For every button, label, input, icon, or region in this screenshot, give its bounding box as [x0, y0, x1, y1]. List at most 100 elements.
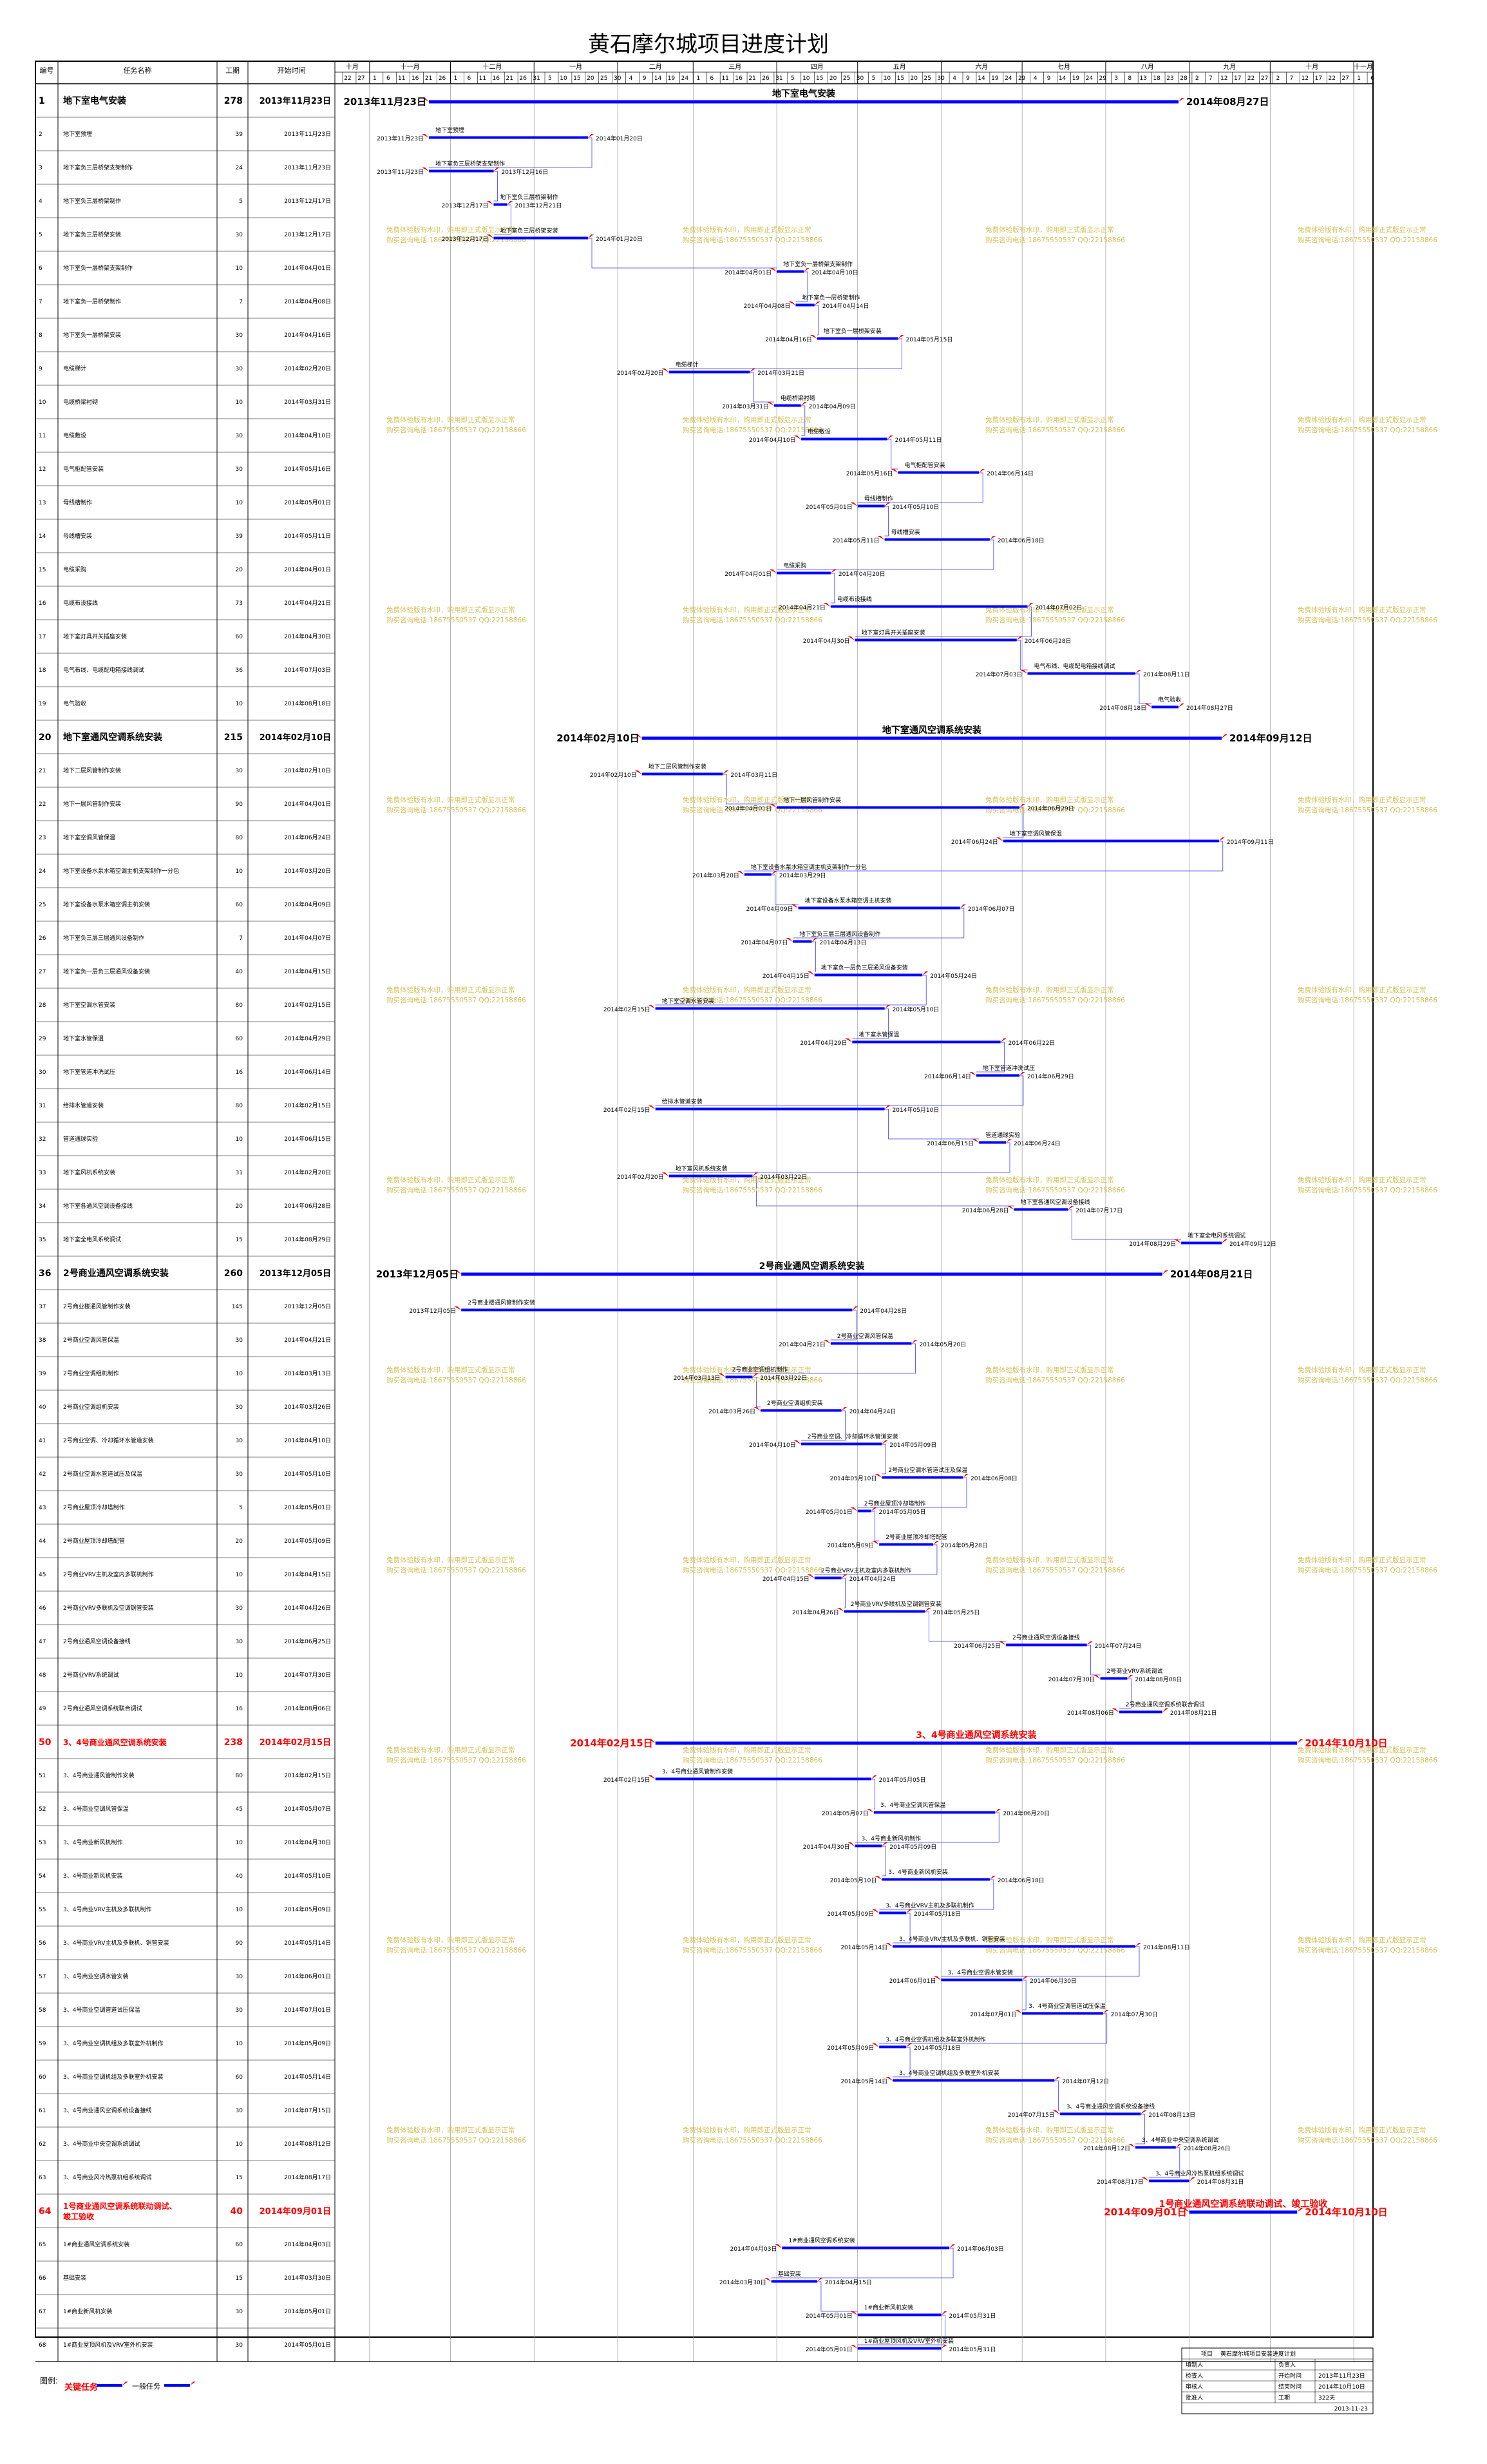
day-tick-label: 16: [412, 75, 419, 82]
start-marker: [648, 1105, 656, 1109]
day-tick-label: 27: [357, 75, 365, 82]
task-id: 31: [39, 1103, 46, 1109]
task-name: 电缆布设接线: [63, 599, 98, 607]
dependency-link: [884, 506, 889, 537]
bar-name: 3、4号商业新风机安装: [888, 1868, 947, 1876]
start-marker: [872, 1541, 880, 1545]
end-marker: [989, 1876, 996, 1880]
day-tick-label: 17: [1234, 75, 1241, 82]
bar-name: 地下室空调水管安装: [662, 997, 714, 1005]
task-start: 2014年04月10日: [284, 432, 331, 439]
bar-end-date: 2014年03月22日: [760, 1173, 807, 1181]
start-marker: [454, 1270, 462, 1274]
task-bar: [1027, 672, 1135, 675]
task-rows: 1 地下室电气安装 278 2013年11月23日 2013年11月23日 2014年08…: [39, 88, 1388, 2353]
bar-name: 3、4号商业VRV主机及多联机、铜管安装: [899, 1935, 1005, 1943]
bar-end-date: 2014年03月21日: [757, 369, 804, 377]
bar-end-date: 2014年08月31日: [1197, 2178, 1244, 2186]
task-bar: [882, 1476, 963, 1479]
end-marker: [752, 1172, 759, 1176]
task-name: 3、4号商业风冷热泵机组系统调试: [63, 2173, 151, 2181]
end-marker: [898, 335, 904, 339]
task-bar: [879, 1911, 907, 1915]
task-bar: [1100, 1677, 1128, 1680]
task-id: 64: [39, 2206, 52, 2217]
task-name: 1#商业通风空调系统安装: [63, 2240, 129, 2248]
task-id: 37: [39, 1304, 46, 1310]
task-start: 2014年04月15日: [284, 968, 331, 975]
end-marker: [884, 502, 891, 506]
legend-normal-label: 一般任务: [132, 2382, 160, 2391]
bar-start-date: 2014年03月31日: [722, 403, 769, 410]
bar-name: 地下室空调风管保温: [1010, 830, 1062, 837]
task-bar: [1003, 839, 1219, 843]
watermark-text: 购买咨询电话:18675550537 QQ:22158866: [1298, 236, 1437, 244]
bar-end-date: 2014年08月13日: [1148, 2111, 1195, 2119]
bar-end-date: 2014年05月11日: [895, 436, 942, 444]
task-start: 2014年04月16日: [284, 331, 331, 339]
task-duration: 10: [236, 2041, 243, 2047]
day-tick-label: 3: [1114, 75, 1118, 82]
task-id: 29: [39, 1036, 46, 1042]
dependency-link: [855, 606, 1032, 637]
start-marker: [718, 1373, 726, 1377]
watermark-text: 免费体验版有水印，购用即正式版显示正常: [985, 796, 1114, 804]
day-tick-label: 11: [721, 75, 728, 82]
bar-end-date: 2014年05月24日: [930, 972, 977, 980]
watermark-text: 免费体验版有水印，购用即正式版显示正常: [683, 606, 811, 614]
task-name: 母线槽制作: [63, 499, 92, 506]
task-bar: [760, 1409, 842, 1412]
end-marker: [811, 938, 818, 942]
info-key: 结束时间: [1278, 2383, 1302, 2391]
bar-name: 3、4号商业通风空调系统安装: [916, 1730, 1037, 1741]
bar-name: 3、4号商业风冷热泵机组系统调试: [1155, 2170, 1244, 2177]
task-start: 2014年06月14日: [284, 1068, 331, 1076]
bar-name: 地下室负三层三层通风设备制作: [799, 930, 880, 938]
bar-start-date: 2014年09月01日: [1104, 2206, 1187, 2218]
month-label: 十月: [346, 62, 359, 71]
task-start: 2014年05月01日: [284, 1504, 331, 1511]
day-tick-label: 7: [1290, 75, 1294, 82]
task-start: 2014年09月01日: [260, 2206, 331, 2217]
bar-start-date: 2014年02月15日: [570, 1737, 653, 1749]
bar-end-date: 2014年10月10日: [1305, 1737, 1388, 1749]
task-bar: [668, 370, 750, 374]
task-bar: [893, 1945, 1135, 1948]
task-id: 10: [39, 399, 46, 406]
dependency-link: [1054, 2080, 1060, 2111]
dependency-link: [771, 2248, 954, 2278]
watermark-text: 免费体验版有水印，购用即正式版显示正常: [386, 1936, 515, 1944]
start-marker: [872, 2043, 880, 2047]
task-name: 2号商业VRV系统调试: [63, 1671, 119, 1679]
bar-name: 地下室管道冲洗试压: [983, 1064, 1035, 1072]
start-marker: [753, 1407, 761, 1411]
task-duration: 80: [236, 1002, 243, 1009]
task-duration: 10: [236, 1907, 243, 1913]
task-start: 2014年05月14日: [284, 1939, 331, 1947]
bar-name: 电气柜配管安装: [905, 461, 945, 469]
day-tick-label: 14: [654, 75, 662, 82]
bar-name: 地下室负一层桥架支架制作: [783, 260, 853, 268]
task-bar: [882, 1878, 990, 1881]
task-bar: [817, 337, 898, 340]
bar-end-date: 2014年05月18日: [914, 2044, 961, 2052]
task-duration: 7: [239, 935, 243, 942]
day-tick-label: 10: [560, 75, 567, 82]
task-name: 地下室管道冲洗试压: [63, 1068, 115, 1076]
task-start: 2014年05月01日: [284, 2341, 331, 2349]
task-name: 地下室通风空调系统安装: [63, 732, 163, 743]
dependency-link: [855, 1812, 999, 1843]
task-id: 30: [39, 1069, 46, 1076]
end-marker: [841, 1407, 848, 1411]
task-name: 3、4号商业空调风管保温: [63, 1805, 128, 1813]
bar-start-date: 2014年04月21日: [779, 604, 826, 611]
end-marker: [817, 2278, 823, 2282]
bar-end-date: 2014年07月12日: [1062, 2077, 1109, 2085]
task-name: 2号商业屋顶冷却塔配管: [63, 1537, 125, 1545]
watermark-text: 免费体验版有水印，购用即正式版显示正常: [683, 1556, 811, 1564]
day-tick-label: 1: [454, 75, 458, 82]
info-project: 黄石摩尔城项目安装进度计划: [1220, 2350, 1296, 2358]
end-marker: [1175, 2144, 1182, 2148]
watermark-text: 购买咨询电话:18675550537 QQ:22158866: [386, 1566, 526, 1574]
day-tick-label: 4: [952, 75, 956, 82]
